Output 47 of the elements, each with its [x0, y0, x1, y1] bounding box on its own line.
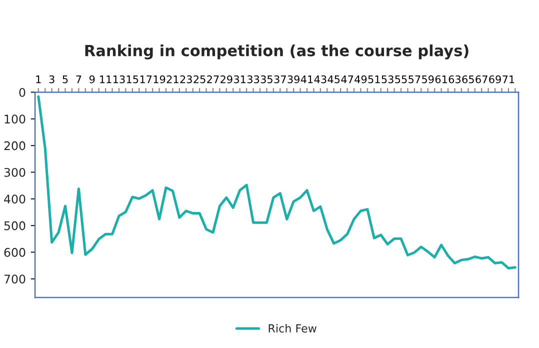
x-tick-label: 21: [166, 75, 178, 84]
x-tick-label: 27: [207, 75, 219, 84]
x-tick-label: 33: [247, 75, 260, 84]
x-tick-label: 23: [180, 75, 192, 84]
x-tick-label: 57: [408, 76, 420, 84]
x-tick-label: 53: [382, 75, 394, 84]
x-tick-label: 37: [274, 75, 286, 84]
x-tick-label: 55: [395, 76, 407, 84]
x-tick-label: 65: [462, 75, 474, 84]
x-tick-label: 13: [113, 75, 125, 84]
y-tick-label: 700: [4, 274, 26, 284]
x-tick-label: 31: [234, 75, 246, 84]
x-tick-label: 5: [62, 76, 68, 84]
x-tick-label: 29: [220, 75, 232, 84]
x-tick-label: 49: [354, 75, 367, 84]
x-tick-label: 67: [476, 75, 488, 84]
y-tick-label: 400: [4, 194, 26, 204]
y-tick-label: 500: [4, 221, 26, 230]
x-tick-label: 11: [100, 76, 112, 84]
x-tick-label: 63: [448, 75, 461, 84]
y-tick-label: 200: [4, 141, 26, 150]
y-tick-label: 0: [19, 88, 26, 97]
x-tick-label: 45: [328, 76, 340, 84]
x-tick-label: 7: [76, 76, 82, 84]
y-tick-label: 100: [4, 114, 26, 124]
x-tick-label: 3: [49, 75, 54, 84]
x-tick-label: 59: [422, 75, 434, 84]
x-tick-label: 35: [260, 75, 272, 84]
y-tick-label: 300: [4, 168, 26, 177]
x-tick-label: 43: [314, 75, 326, 84]
x-tick-label: 19: [154, 75, 166, 84]
x-tick-label: 15: [126, 76, 138, 84]
legend-label: Rich Few: [268, 324, 316, 333]
x-tick-label: 25: [194, 75, 206, 84]
x-tick-label: 39: [288, 75, 300, 84]
x-tick-label: 61: [435, 75, 447, 84]
x-tick-label: 1: [36, 76, 41, 84]
y-tick-label: 600: [4, 248, 26, 257]
x-tick-label: 71: [502, 76, 514, 84]
x-tick-label: 9: [89, 75, 95, 84]
x-tick-label: 69: [489, 75, 501, 84]
x-tick-label: 17: [140, 76, 152, 84]
x-tick-label: 41: [300, 76, 313, 84]
line-series: [37, 95, 516, 270]
x-tick-label: 47: [341, 76, 354, 84]
x-tick-label: 51: [368, 76, 380, 84]
chart-title: Ranking in competition (as the course plays): [85, 44, 468, 60]
